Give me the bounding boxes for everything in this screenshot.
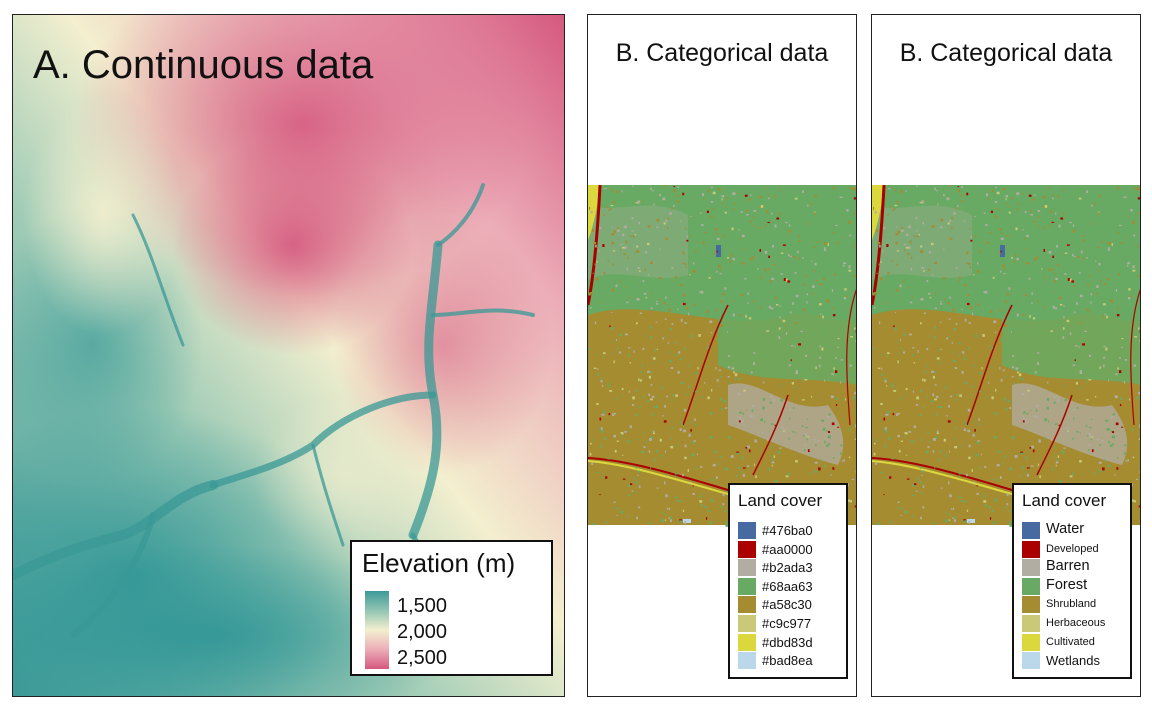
legend-label: Water	[1046, 521, 1085, 537]
legend-swatch	[1022, 522, 1040, 539]
legend-swatch	[1022, 559, 1040, 577]
legend-swatch	[1022, 577, 1040, 595]
legend-label: #476ba0	[762, 523, 813, 538]
categorical-map-panel-named: B. Categorical data Land cover Water Dev…	[871, 14, 1141, 697]
legend-label: #68aa63	[762, 578, 813, 594]
legend-swatch	[738, 633, 756, 651]
legend-label: Barren	[1046, 558, 1090, 575]
legend-label: #aa0000	[762, 541, 813, 557]
legend-swatch	[738, 596, 756, 614]
continuous-map-panel: A. Continuous data Elevation (m) 1,500 2…	[12, 14, 565, 697]
legend-swatch	[738, 559, 756, 577]
legend-label: #bad8ea	[762, 653, 813, 669]
legend-label: Wetlands	[1046, 653, 1100, 669]
legend-label: Herbaceous	[1046, 616, 1106, 629]
legend-swatch	[1022, 596, 1040, 614]
panel-title: B. Categorical data	[899, 39, 1113, 67]
legend-label: Cultivated	[1046, 635, 1095, 648]
legend-swatch	[1022, 633, 1040, 651]
legend-tick-label: 2,000	[397, 621, 448, 643]
elevation-legend: Elevation (m) 1,500 2,000 2,500	[350, 540, 553, 676]
legend-swatch	[738, 614, 756, 632]
categorical-map-panel-hex: B. Categorical data Land cover #476ba0 #…	[587, 14, 857, 697]
legend-swatch	[738, 522, 756, 539]
landcover-legend: Land cover Water Developed Barren Forest…	[1012, 483, 1132, 679]
legend-label: Forest	[1046, 576, 1088, 593]
legend-label: Shrubland	[1046, 598, 1097, 611]
legend-swatch	[738, 540, 756, 558]
legend-swatch	[1022, 652, 1040, 670]
landcover-raster	[872, 184, 1140, 527]
legend-label: #a58c30	[762, 597, 812, 613]
legend-swatch	[1022, 614, 1040, 632]
legend-title: Elevation (m)	[362, 548, 516, 578]
legend-tick-label: 2,500	[397, 647, 448, 669]
panel-title: B. Categorical data	[615, 39, 829, 67]
landcover-raster	[588, 184, 856, 527]
legend-label: #b2ada3	[762, 560, 813, 576]
legend-label: #c9c977	[762, 615, 812, 631]
legend-swatch	[738, 577, 756, 595]
elevation-color-ramp	[365, 591, 389, 669]
legend-label: Developed	[1046, 542, 1099, 555]
legend-title: Land cover	[1022, 491, 1107, 510]
legend-title: Land cover	[738, 491, 823, 510]
landcover-legend: Land cover #476ba0 #aa0000 #b2ada3 #68aa…	[728, 483, 848, 679]
legend-swatch	[1022, 540, 1040, 558]
legend-tick-label: 1,500	[397, 595, 448, 617]
legend-label: #dbd83d	[762, 634, 813, 650]
legend-swatch	[738, 652, 756, 670]
panel-title: A. Continuous data	[33, 43, 374, 87]
